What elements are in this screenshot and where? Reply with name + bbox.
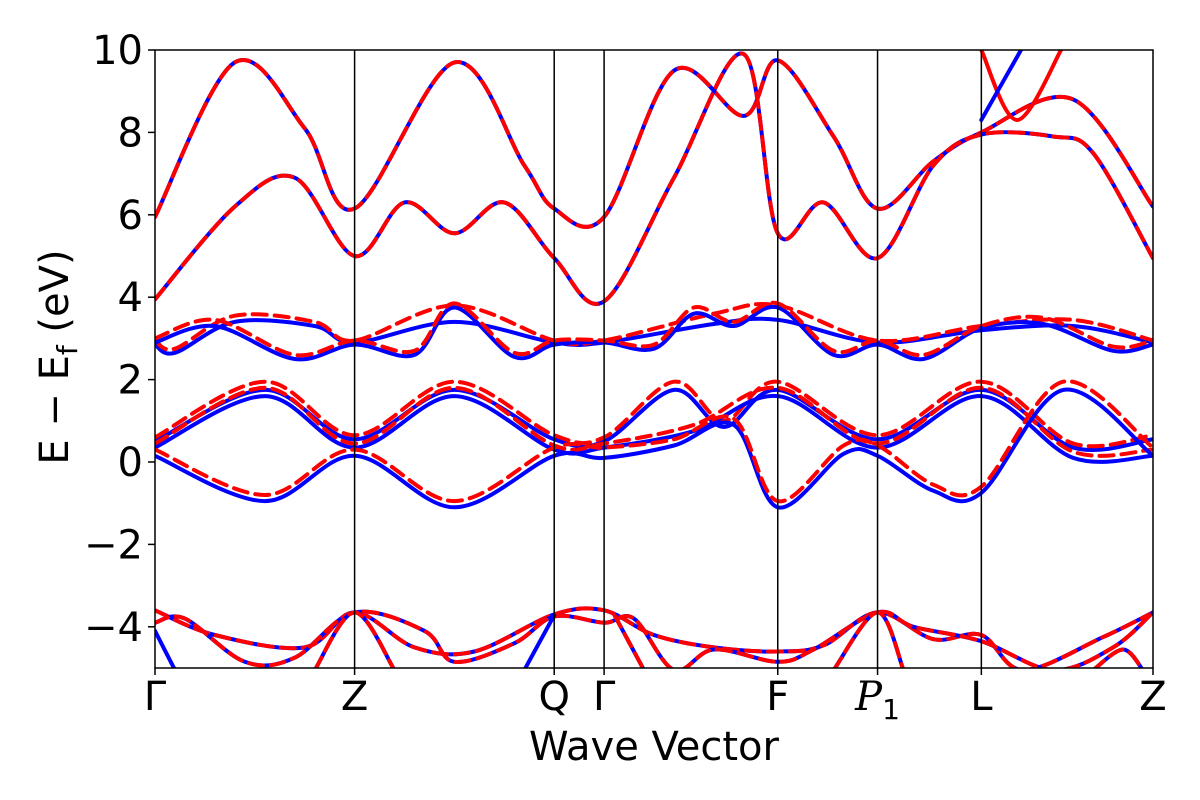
band-line-6 xyxy=(979,50,1024,122)
x-axis-ticks: Γ Z Q Γ F P1 L Z xyxy=(144,668,1167,726)
band-line-21 xyxy=(155,628,177,668)
y-tick-label-8: 10 xyxy=(92,28,143,74)
y-tick-label-5: 4 xyxy=(118,275,143,321)
y-tick-label-4: 2 xyxy=(118,358,143,404)
x-tick-label-1: Γ xyxy=(144,674,167,720)
y-tick-label-3: 0 xyxy=(118,440,143,486)
band-line-13 xyxy=(155,394,1153,464)
y-tick-label-1: −4 xyxy=(84,605,143,651)
band-line-30 xyxy=(1092,647,1144,668)
x-axis-label: Wave Vector xyxy=(529,724,780,770)
x-tick-label-5: F xyxy=(766,674,789,720)
band-line-4 xyxy=(155,51,1153,306)
y-tick-label-6: 6 xyxy=(118,193,143,239)
x-tick-label-8: Z xyxy=(1139,674,1166,720)
band-line-19 xyxy=(155,609,1153,668)
x-tick-label-3: Q xyxy=(538,674,569,720)
y-tick-label-7: 8 xyxy=(118,110,143,156)
y-axis-ticks: −4 −2 0 2 4 6 8 10 xyxy=(84,28,155,651)
band-line-18 xyxy=(155,606,1153,668)
band-line-27 xyxy=(832,610,905,668)
y-tick-label-2: −2 xyxy=(84,522,143,568)
band-line-5 xyxy=(979,50,1064,122)
plot-frame xyxy=(154,49,1154,669)
x-tick-label-6: P1 xyxy=(854,674,900,726)
x-tick-label-4: Γ xyxy=(593,674,616,720)
y-axis-label-main: E − E xyxy=(32,355,78,465)
band-line-14 xyxy=(155,385,1153,458)
x-tick-label-7: L xyxy=(970,674,993,720)
y-axis-label-sub: f xyxy=(51,344,84,355)
y-axis-label: E − Ef (eV) xyxy=(32,249,84,464)
band-line-26 xyxy=(612,612,646,668)
band-line-20 xyxy=(155,609,1153,668)
band-line-12 xyxy=(155,379,1153,449)
y-axis-label-unit: (eV) xyxy=(32,249,78,345)
x-tick-label-2: Z xyxy=(341,674,368,720)
series-layer xyxy=(155,50,1153,668)
band-line-3 xyxy=(155,51,1153,306)
kpoint-lines xyxy=(353,50,983,668)
band-line-24 xyxy=(523,613,557,668)
